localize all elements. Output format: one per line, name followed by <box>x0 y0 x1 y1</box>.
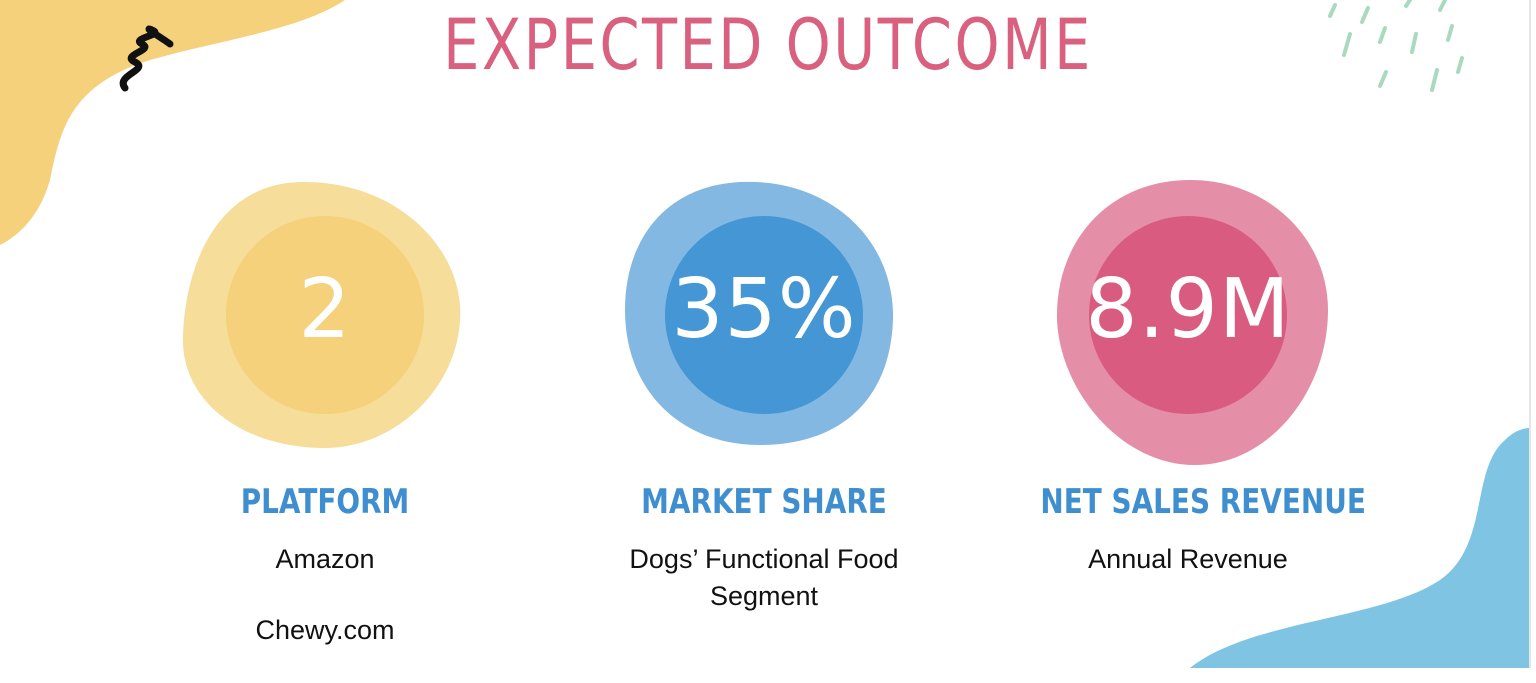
description: Annual Revenue <box>1028 541 1348 612</box>
title: EXPECTED OUTCOME <box>443 4 1093 86</box>
metric-label: PLATFORM <box>240 482 410 522</box>
description-line: Amazon <box>275 544 375 574</box>
metric-value: 35% <box>671 262 857 357</box>
blue-blob <box>1190 428 1530 668</box>
metric-label: MARKET SHARE <box>641 482 887 522</box>
outcome-card: 35% MARKET SHARE Dogs’ Functional Food Seg… <box>584 0 944 668</box>
outcome-card: 2 PLATFORM Amazon Chewy.com <box>145 0 505 668</box>
pink-inner <box>1089 216 1287 414</box>
yellow-inner <box>226 216 424 414</box>
yellow-blob <box>0 0 345 245</box>
description: Dogs’ Functional Food Segment <box>604 541 924 649</box>
metric-label: NET SALES REVENUE <box>1040 482 1366 522</box>
description-line: Annual Revenue <box>1088 544 1288 574</box>
description-line: Dogs’ Functional Food Segment <box>629 544 899 611</box>
blue-inner <box>665 216 863 414</box>
decoration <box>0 0 1531 668</box>
metric-value: 2 <box>298 262 352 357</box>
metric-value: 8.9M <box>1085 262 1291 357</box>
description-line: Chewy.com <box>255 615 395 645</box>
dashes <box>1328 0 1464 92</box>
squiggle <box>119 25 174 92</box>
description: Amazon Chewy.com <box>165 541 485 683</box>
outcome-card: 8.9M NET SALES REVENUE Annual Revenue <box>1008 0 1368 668</box>
slide: EXPECTED OUTCOME 2 PLATFORM Amazon Chewy.co… <box>0 0 1531 668</box>
